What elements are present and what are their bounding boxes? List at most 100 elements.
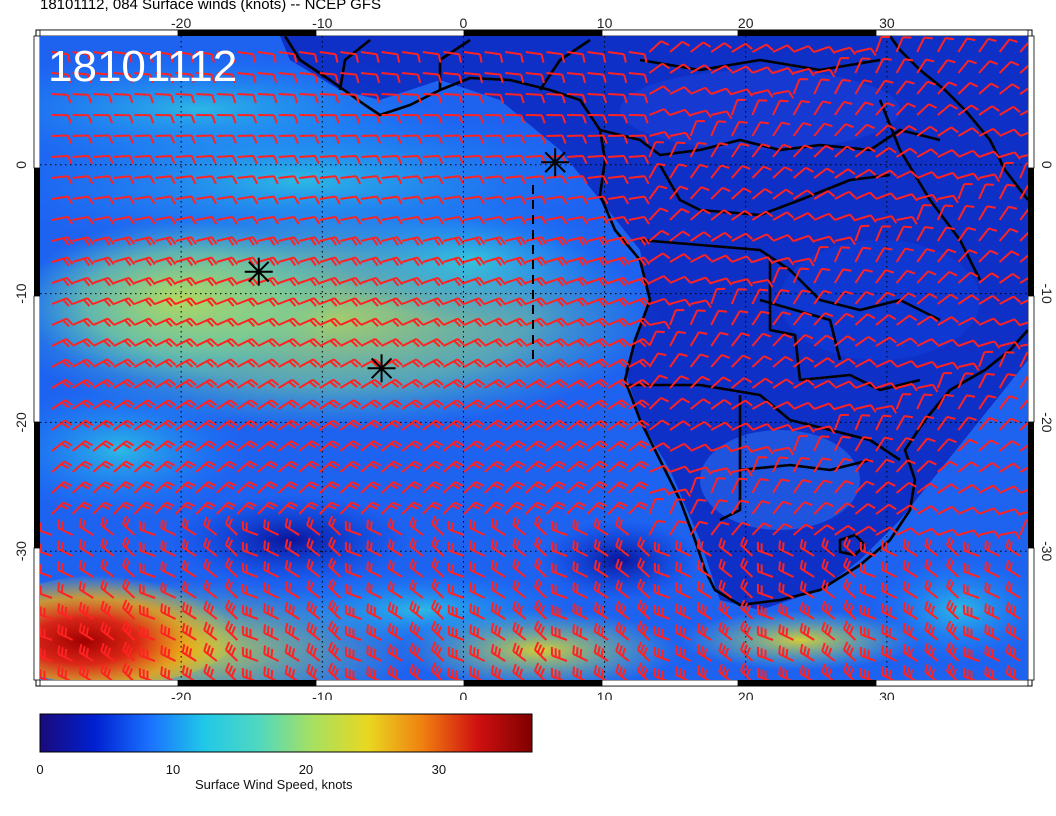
wind-barb xyxy=(607,481,628,494)
wind-barb xyxy=(587,134,608,144)
wind-barb xyxy=(505,175,526,185)
wind-barb xyxy=(512,642,527,662)
wind-barb xyxy=(442,399,465,410)
wind-barb xyxy=(895,36,912,53)
wind-barb xyxy=(916,505,939,515)
wind-barb xyxy=(896,215,918,225)
wind-barb xyxy=(51,72,72,84)
wind-barb xyxy=(278,419,300,431)
wind-barb xyxy=(138,520,156,536)
wind-barb xyxy=(998,83,1021,95)
wind-barb xyxy=(278,72,298,84)
wind-barb xyxy=(203,516,218,536)
wind-barb xyxy=(422,501,443,515)
wind-barb xyxy=(936,393,954,410)
wind-barb xyxy=(278,358,300,368)
wind-barb xyxy=(71,440,93,452)
wind-barb xyxy=(669,298,692,308)
wind-barb xyxy=(360,501,381,515)
wind-barb xyxy=(422,114,443,124)
wind-barb xyxy=(241,625,259,641)
wind-barb xyxy=(924,600,939,620)
wind-barb xyxy=(813,425,836,435)
wind-barb xyxy=(756,646,774,662)
wind-barb xyxy=(401,440,423,452)
wind-barb xyxy=(793,45,815,53)
wind-barb xyxy=(550,562,568,578)
wind-barb xyxy=(628,460,649,473)
wind-barb xyxy=(381,378,403,389)
wind-barb xyxy=(608,72,628,84)
wind-barb xyxy=(751,456,767,473)
wind-barb xyxy=(937,194,959,204)
wind-barb xyxy=(902,559,918,578)
wind-barb xyxy=(319,134,340,144)
wind-barb xyxy=(51,419,73,431)
wind-barb xyxy=(113,501,134,515)
wind-barb xyxy=(422,338,445,348)
wind-barb xyxy=(937,293,959,305)
wind-barb xyxy=(1005,622,1021,641)
wind-barb xyxy=(154,338,177,348)
wind-barb xyxy=(608,215,630,225)
wind-barb xyxy=(792,435,808,452)
wind-barb xyxy=(916,248,936,263)
wind-barb xyxy=(57,519,74,536)
wind-barb xyxy=(298,236,321,246)
wind-barb xyxy=(834,190,857,200)
wind-barb xyxy=(978,350,994,368)
wind-barb xyxy=(859,667,877,680)
wind-barb xyxy=(380,481,402,494)
wind-barb xyxy=(792,333,814,347)
wind-barb xyxy=(360,256,383,267)
wind-barb xyxy=(525,93,546,104)
wind-barb xyxy=(443,215,465,225)
wind-barb xyxy=(134,297,156,307)
timestamp-overlay: 18101112 xyxy=(48,42,237,91)
wind-barb xyxy=(298,297,321,307)
wind-barb xyxy=(463,134,485,144)
wind-barb xyxy=(855,381,877,390)
wind-barb xyxy=(51,501,72,515)
wind-barb xyxy=(463,440,485,452)
wind-barb xyxy=(525,460,546,473)
wind-barb xyxy=(134,256,156,267)
wind-barb xyxy=(319,276,342,287)
wind-barb xyxy=(710,87,733,96)
wind-barb xyxy=(572,666,589,680)
wind-barb xyxy=(381,256,403,267)
wind-barb xyxy=(957,316,980,326)
wind-barb xyxy=(875,404,898,414)
wind-barb xyxy=(339,419,362,431)
wind-barb xyxy=(533,641,548,662)
wind-barb xyxy=(72,317,94,328)
wind-barb xyxy=(793,401,815,410)
wind-barb xyxy=(916,103,937,116)
wind-barb xyxy=(608,175,629,185)
wind-barb xyxy=(718,642,733,662)
wind-barb xyxy=(463,256,486,267)
wind-barb xyxy=(550,583,568,599)
wind-barb xyxy=(121,557,136,578)
wind-barb xyxy=(92,378,115,389)
wind-barb xyxy=(957,226,977,242)
wind-barb xyxy=(409,537,424,557)
wind-barb xyxy=(586,460,608,473)
wind-barb xyxy=(895,437,915,452)
wind-barb xyxy=(572,561,589,578)
wind-barb xyxy=(306,516,321,536)
wind-barb xyxy=(236,338,259,348)
wind-barb xyxy=(319,236,341,246)
wind-barb xyxy=(257,93,278,104)
wind-barb xyxy=(834,479,854,494)
wind-barb xyxy=(799,664,815,680)
wind-barb xyxy=(772,121,791,137)
wind-barb xyxy=(669,352,688,368)
wind-barb xyxy=(360,378,383,389)
wind-barb xyxy=(813,144,834,158)
wind-barb xyxy=(121,620,136,641)
wind-barb xyxy=(593,580,609,599)
wind-barb xyxy=(443,51,463,63)
wind-barb xyxy=(278,154,300,165)
wind-barb xyxy=(366,540,383,557)
